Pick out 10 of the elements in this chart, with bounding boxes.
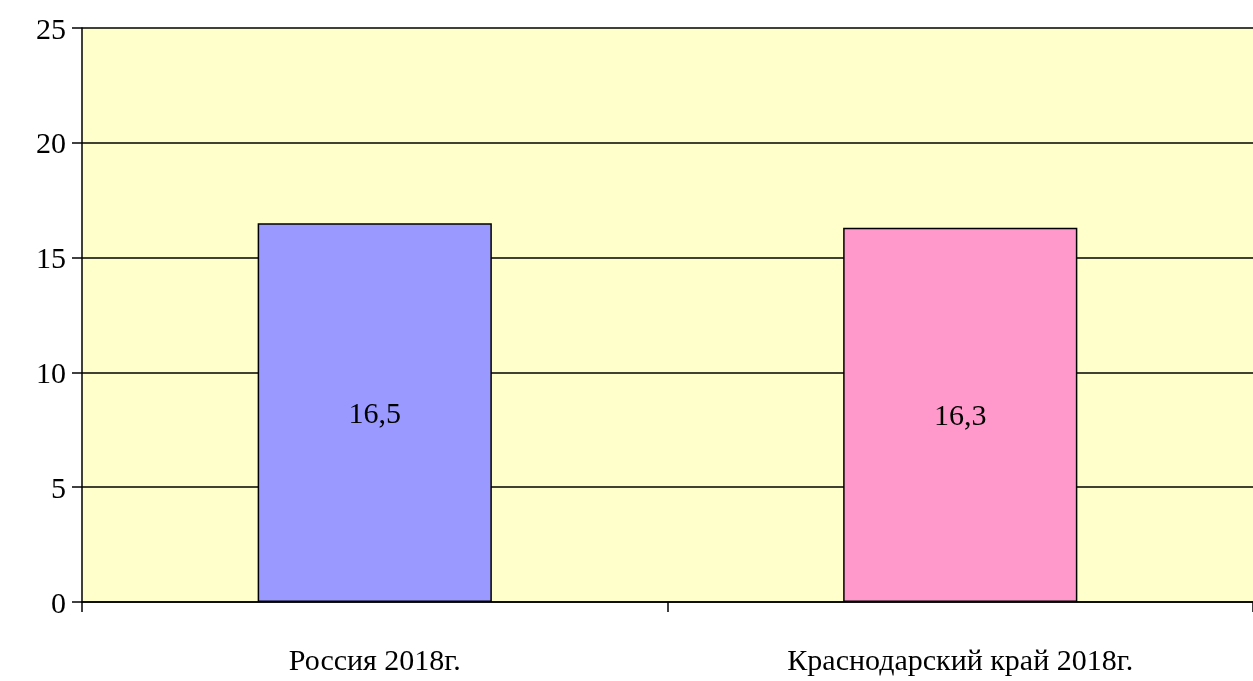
x-tick-label: Краснодарский край 2018г. [787,642,1134,676]
y-tick-label: 15 [36,241,66,275]
y-tick-label: 0 [51,585,66,619]
y-tick-label: 5 [51,470,66,504]
y-tick-label: 25 [36,11,66,45]
x-tick-label: Россия 2018г. [288,642,461,676]
y-tick-label: 10 [36,355,66,389]
data-label: 16,5 [348,396,401,430]
data-label: 16,3 [934,398,987,432]
y-tick-label: 20 [36,126,66,160]
